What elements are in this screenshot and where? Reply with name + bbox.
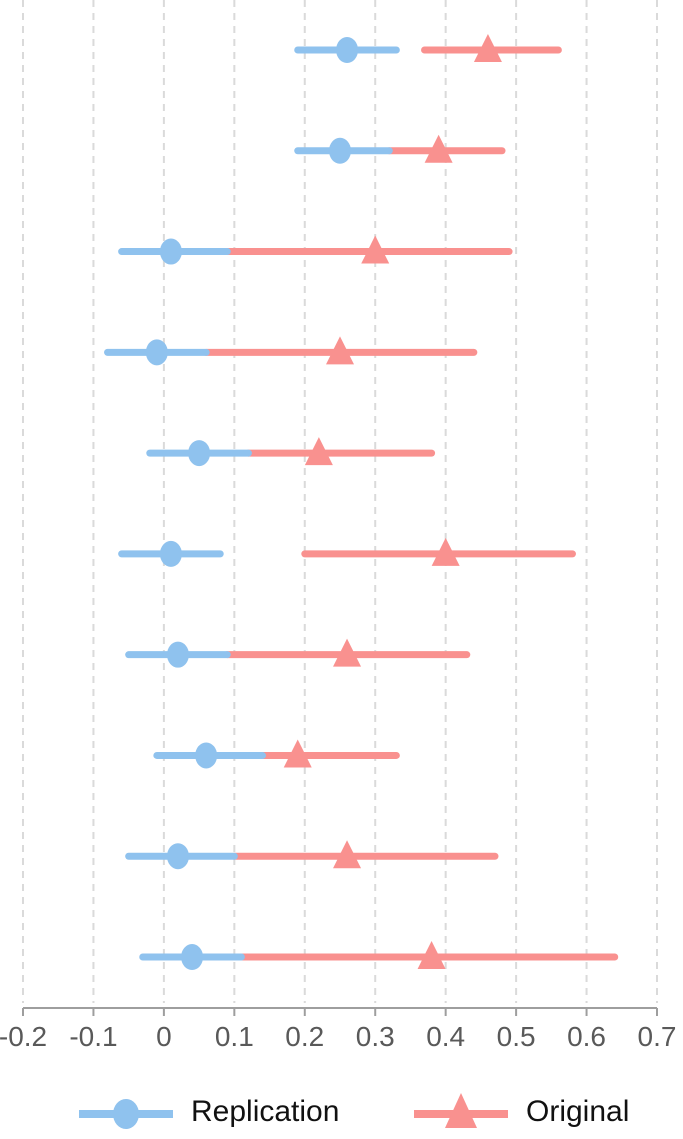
row-3-replication-marker — [159, 238, 182, 265]
x-tick-label--0.1: -0.1 — [69, 1021, 117, 1052]
legend-item-replication: Replication — [79, 1088, 339, 1136]
row-3-original-marker — [361, 235, 390, 264]
row-4-replication-marker — [145, 339, 168, 366]
row-7-replication-marker — [166, 641, 189, 668]
x-tick-label-0.4: 0.4 — [426, 1021, 465, 1052]
row-9-original-marker — [333, 840, 362, 869]
x-tick-label-0.6: 0.6 — [567, 1021, 606, 1052]
row-2-original-marker — [424, 134, 453, 163]
forest-plot-svg: -0.2 -0.1 0 0.1 0.2 0.3 0.4 0.5 0.6 0.7 — [0, 0, 677, 1052]
row-6-replication-marker — [159, 540, 182, 567]
x-tick-label-0.3: 0.3 — [356, 1021, 395, 1052]
row-1-replication-marker — [336, 37, 359, 63]
row-2-replication-marker — [329, 137, 351, 164]
x-tick-label-0.2: 0.2 — [285, 1021, 324, 1052]
row-7-original-marker — [333, 638, 362, 667]
row-1-original-marker — [473, 34, 502, 62]
row-10-replication-marker — [181, 944, 204, 971]
row-9-replication-marker — [166, 843, 189, 870]
replication-key-icon — [79, 1099, 173, 1129]
row-6-original-marker — [431, 537, 460, 566]
row-10-original-marker — [417, 941, 446, 970]
row-4-original-marker — [326, 336, 354, 365]
x-tick-label--0.2: -0.2 — [0, 1021, 47, 1052]
row-5-replication-marker — [188, 440, 211, 467]
x-tick-label-0.1: 0.1 — [215, 1021, 254, 1052]
legend-item-original: Original — [414, 1088, 629, 1136]
row-5-original-marker — [304, 437, 333, 466]
legend-label-replication: Replication — [191, 1095, 340, 1128]
x-tick-label-0.7: 0.7 — [638, 1021, 677, 1052]
x-tick-label-0.5: 0.5 — [497, 1021, 536, 1052]
row-8-replication-marker — [195, 742, 218, 769]
original-key-icon — [414, 1093, 508, 1128]
row-8-original-marker — [283, 739, 312, 768]
x-tick-label-0: 0 — [156, 1021, 172, 1052]
legend-label-original: Original — [526, 1095, 630, 1128]
